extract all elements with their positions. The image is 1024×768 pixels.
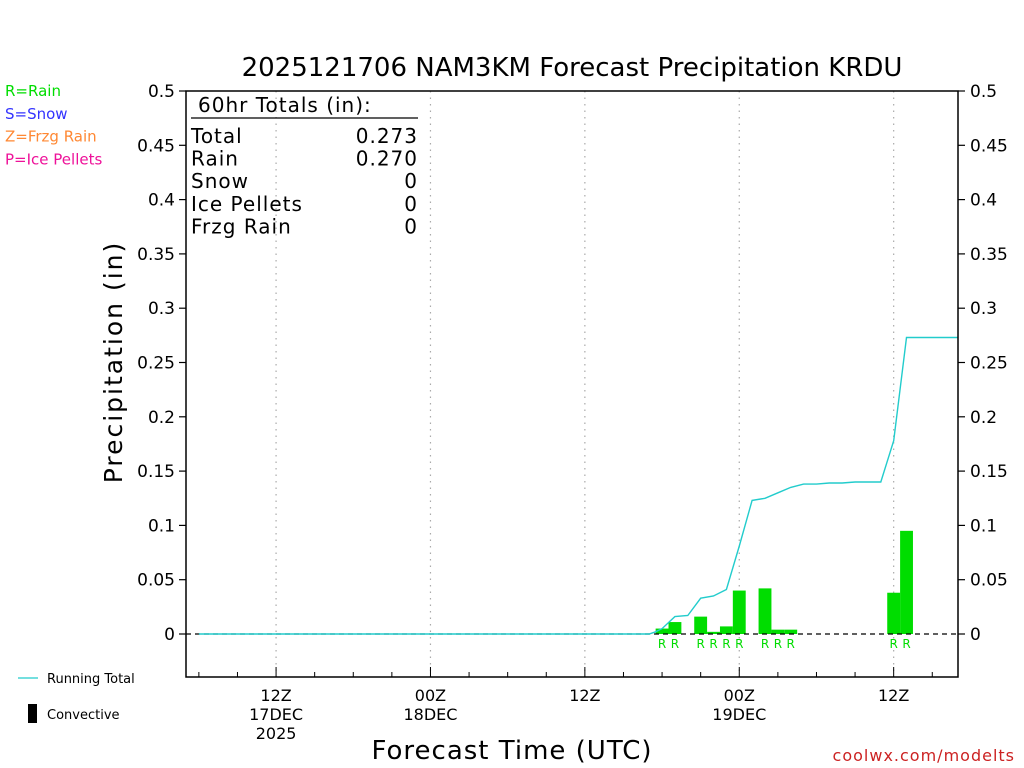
precip-bar — [707, 631, 720, 634]
ptype-label: R — [709, 637, 717, 651]
ptype-label: R — [671, 637, 679, 651]
precip-bar — [887, 592, 901, 634]
ptype-label: R — [722, 637, 730, 651]
y-tick-label-left: 0.15 — [137, 462, 175, 482]
totals-row-label: Total — [190, 124, 243, 148]
precip-bar — [900, 530, 913, 634]
convective-legend: Convective — [28, 704, 120, 723]
y-axis-left: 0 0.05 0.1 0.15 0.2 0.25 0.3 0.35 0.4 0.45 0.5 — [137, 82, 186, 645]
x-axis-label: Forecast Time (UTC) — [371, 736, 652, 766]
totals-row-value: 0 — [404, 169, 418, 193]
y-tick-label-right: 0.5 — [970, 82, 997, 102]
totals-row-value: 0.270 — [356, 147, 418, 171]
precip-bar — [655, 628, 669, 634]
ptype-label: R — [787, 637, 795, 651]
y-axis-label: Precipitation (in) — [99, 241, 128, 484]
totals-row-value: 0 — [404, 192, 418, 216]
y-tick-label-left: 0.45 — [137, 136, 175, 156]
y-tick-label-left: 0.05 — [137, 571, 175, 591]
totals-row-label: Frzg Rain — [191, 214, 292, 238]
ptype-legend-item: P=Ice Pellets — [5, 150, 102, 168]
ptype-label: R — [761, 637, 769, 651]
x-tick-label: 12Z — [878, 686, 909, 705]
running-total-legend: Running Total — [18, 672, 135, 687]
y-tick-label-left: 0.4 — [148, 191, 175, 211]
convective-swatch — [28, 704, 37, 723]
precip-bar — [758, 588, 772, 634]
gridlines — [275, 91, 895, 677]
convective-legend-label: Convective — [47, 708, 120, 723]
x-tick-label: 12Z — [569, 686, 600, 705]
bars — [655, 530, 913, 634]
ptype-label: R — [735, 637, 743, 651]
y-tick-label-right: 0.4 — [970, 191, 997, 211]
ptype-legend-item: Z=Frzg Rain — [5, 128, 97, 146]
ptype-label: R — [774, 637, 782, 651]
totals-row-value: 0 — [404, 214, 418, 238]
y-tick-label-left: 0.3 — [148, 299, 175, 319]
totals-row-label: Rain — [191, 147, 239, 171]
y-tick-label-right: 0.35 — [970, 245, 1008, 265]
y-tick-label-left: 0.35 — [137, 245, 175, 265]
x-tick-label: 00Z — [724, 686, 755, 705]
precip-bar — [694, 616, 708, 634]
ptype-legend-item: S=Snow — [5, 105, 68, 123]
y-tick-label-left: 0.25 — [137, 354, 175, 374]
ptype-label: R — [889, 637, 897, 651]
chart-title: 2025121706 NAM3KM Forecast Precipitation… — [242, 53, 903, 83]
running-total-line — [198, 336, 958, 635]
ptype-legend: R=Rain S=Snow Z=Frzg Rain P=Ice Pellets — [5, 82, 102, 168]
ptype-label: R — [658, 637, 666, 651]
x-tick-label: 12Z — [260, 686, 291, 705]
precip-bar — [771, 629, 785, 634]
running-total-path — [198, 336, 958, 635]
x-tick-label: 2025 — [256, 724, 297, 743]
running-total-legend-label: Running Total — [47, 672, 135, 687]
y-tick-label-right: 0 — [970, 625, 981, 645]
totals-row-label: Ice Pellets — [191, 192, 303, 216]
x-tick-label: 17DEC — [249, 705, 303, 724]
ptype-label: R — [902, 637, 910, 651]
totals-box: 60hr Totals (in): Total 0.273 Rain 0.270 Snow… — [190, 93, 418, 238]
totals-row-value: 0.273 — [356, 124, 418, 148]
y-tick-label-left: 0.1 — [148, 516, 175, 536]
ptype-legend-item: R=Rain — [5, 82, 61, 100]
x-tick-label: 19DEC — [712, 705, 766, 724]
precip-bar — [668, 622, 682, 634]
y-tick-label-left: 0.5 — [148, 82, 175, 102]
y-tick-label-right: 0.2 — [970, 408, 997, 428]
plot-frame — [185, 90, 959, 678]
y-tick-label-left: 0.2 — [148, 408, 175, 428]
y-tick-label-right: 0.15 — [970, 462, 1008, 482]
precip-bar — [719, 626, 733, 634]
y-tick-label-right: 0.25 — [970, 354, 1008, 374]
x-tick-label: 00Z — [415, 686, 446, 705]
totals-header: 60hr Totals (in): — [198, 93, 372, 117]
y-tick-label-right: 0.45 — [970, 136, 1008, 156]
totals-row-label: Snow — [191, 169, 249, 193]
y-tick-label-right: 0.1 — [970, 516, 997, 536]
x-tick-label: 18DEC — [403, 705, 457, 724]
precip-bar — [732, 590, 746, 634]
y-axis-right: 0 0.05 0.1 0.15 0.2 0.25 0.3 0.35 0.4 0.45 0.5 — [958, 82, 1008, 645]
ptype-label: R — [696, 637, 704, 651]
y-tick-label-right: 0.3 — [970, 299, 997, 319]
y-tick-label-left: 0 — [164, 625, 175, 645]
y-tick-label-right: 0.05 — [970, 571, 1008, 591]
credit-text: coolwx.com/modelts — [833, 746, 1015, 765]
precip-bar — [784, 629, 798, 634]
